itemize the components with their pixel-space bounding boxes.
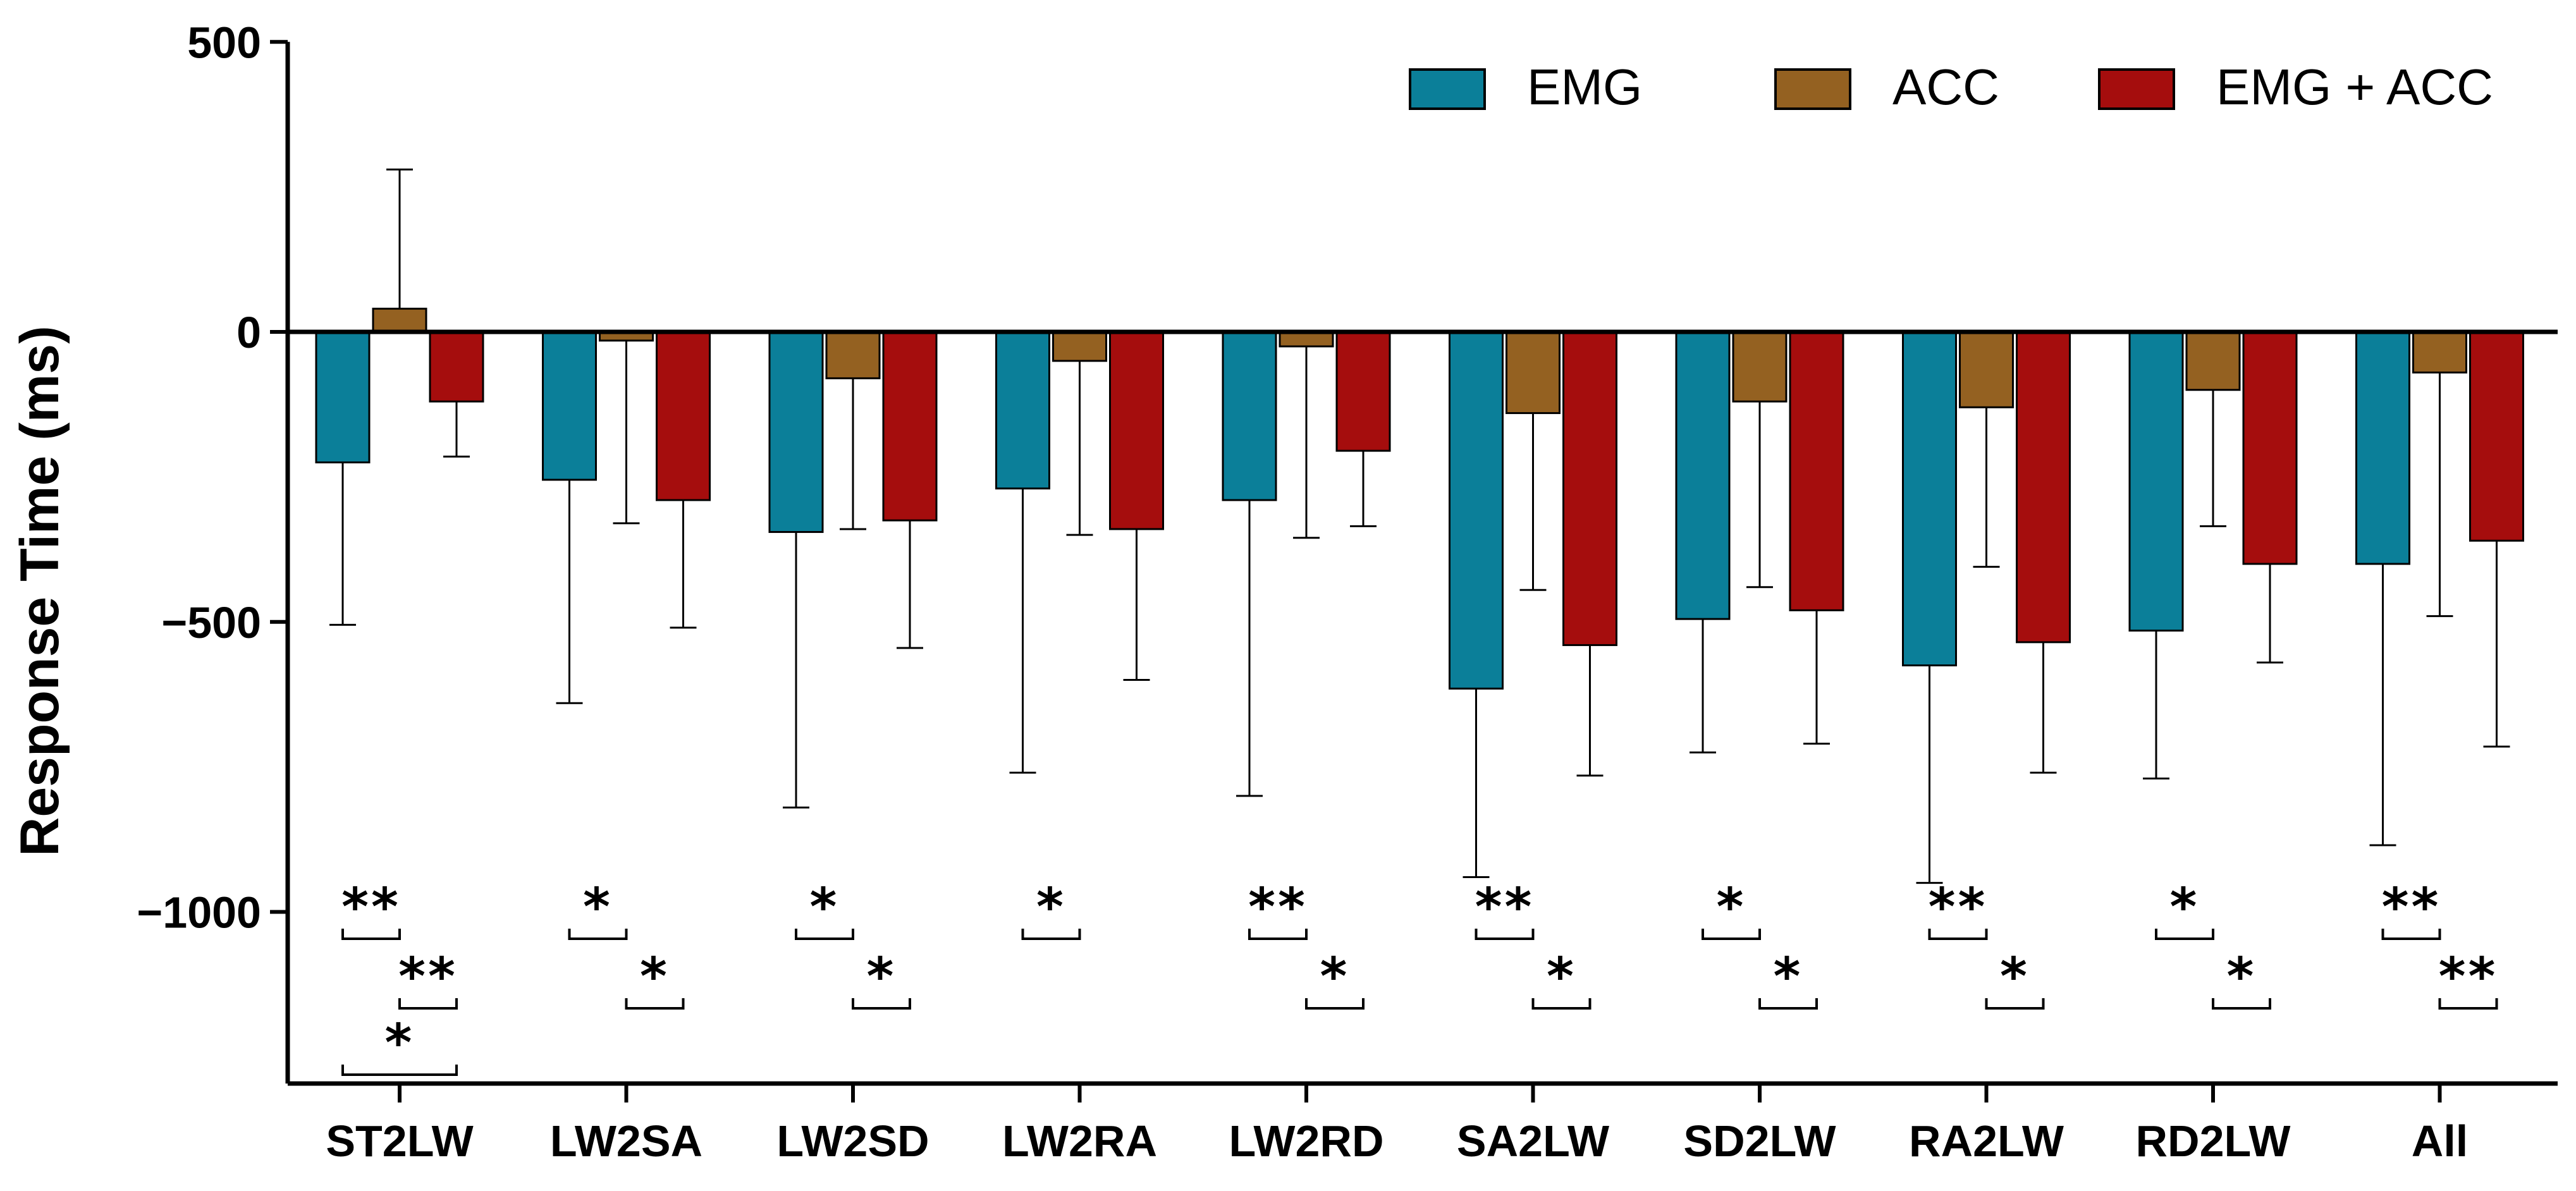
significance-bracket-st2lw [341, 929, 401, 940]
x-tick-label-lw2sa: LW2SA [550, 1116, 702, 1166]
significance-bracket-ra2lw [1985, 998, 2045, 1010]
significance-bracket-rd2lw [2155, 929, 2214, 940]
x-tick-label-lw2ra: LW2RA [1002, 1116, 1157, 1166]
bar-acc-sa2lw [1506, 331, 1561, 414]
significance-bracket-sa2lw [1531, 998, 1592, 1010]
significance-label-sa2lw: * [1547, 947, 1576, 1007]
significance-bracket-all [2381, 929, 2441, 940]
bar-acc-ra2lw [1959, 331, 2014, 408]
bar-emg-acc-rd2lw [2242, 331, 2298, 565]
significance-bracket-st2lw [398, 998, 458, 1010]
legend: EMG ACC EMG + ACC [1409, 59, 2493, 115]
bar-emg-lw2ra [995, 331, 1050, 490]
significance-label-st2lw: ** [398, 947, 458, 1007]
legend-swatch-0 [1409, 68, 1486, 110]
bar-emg-acc-lw2rd [1335, 331, 1391, 452]
legend-label-1: ACC [1892, 59, 1999, 115]
bar-acc-rd2lw [2185, 331, 2241, 391]
legend-label-0: EMG [1527, 59, 1642, 115]
significance-layer: ********** ***************** [341, 877, 2498, 1076]
bar-acc-lw2sd [825, 331, 881, 379]
bar-emg-acc-sd2lw [1789, 331, 1844, 611]
significance-label-rd2lw: * [2227, 947, 2257, 1007]
legend-swatch-1 [1774, 68, 1851, 110]
significance-label-rd2lw: * [2170, 877, 2200, 938]
significance-bracket-ra2lw [1928, 929, 1988, 940]
significance-bracket-rd2lw [2212, 998, 2271, 1010]
significance-label-lw2sd: * [867, 947, 897, 1007]
x-tick-label-st2lw: ST2LW [326, 1116, 473, 1166]
bar-emg-acc-lw2sd [882, 331, 938, 522]
significance-label-lw2sd: * [810, 877, 840, 938]
x-tick-label-lw2rd: LW2RD [1229, 1116, 1384, 1166]
significance-bracket-lw2rd [1305, 998, 1365, 1010]
significance-label-lw2sa: * [583, 877, 613, 938]
y-axis-title: Response Time (ms) [9, 326, 70, 857]
y-tick-label: 0 [236, 308, 261, 357]
bar-acc-all [2412, 331, 2467, 374]
x-tick-label-sd2lw: SD2LW [1683, 1116, 1836, 1166]
bar-emg-acc-ra2lw [2016, 331, 2071, 644]
x-tick-label-sa2lw: SA2LW [1457, 1116, 1609, 1166]
bar-emg-acc-all [2469, 331, 2524, 542]
y-tick-label: −500 [161, 598, 261, 647]
significance-label-sa2lw: ** [1475, 877, 1535, 938]
bar-emg-st2lw [315, 331, 371, 463]
bar-emg-ra2lw [1902, 331, 1957, 667]
y-tick-label: 500 [187, 18, 261, 67]
bar-emg-lw2sa [542, 331, 597, 481]
significance-bracket-sd2lw [1758, 998, 1818, 1010]
significance-label-ra2lw: ** [1929, 877, 1988, 938]
bar-emg-all [2355, 331, 2410, 565]
significance-label-lw2rd: * [1320, 947, 1350, 1007]
legend-swatch-2 [2098, 68, 2175, 110]
error-bars-layer [329, 168, 2510, 884]
significance-bracket-lw2sa [625, 998, 685, 1010]
bar-emg-lw2sd [768, 331, 824, 534]
significance-bracket-lw2rd [1248, 929, 1308, 940]
significance-bracket-lw2sd [852, 998, 911, 1010]
x-tick-label-rd2lw: RD2LW [2136, 1116, 2291, 1166]
significance-label-sd2lw: * [1717, 877, 1746, 938]
significance-bracket-lw2sd [795, 929, 854, 940]
significance-label-ra2lw: * [2000, 947, 2030, 1007]
legend-label-2: EMG + ACC [2216, 59, 2493, 115]
bar-emg-lw2rd [1222, 331, 1277, 501]
y-tick-label: −1000 [137, 888, 261, 938]
bar-acc-lw2ra [1052, 331, 1107, 362]
significance-label-lw2rd: ** [1248, 877, 1308, 938]
significance-label-sd2lw: * [1774, 947, 1803, 1007]
bar-acc-st2lw [372, 307, 427, 333]
significance-bracket-lw2sa [568, 929, 628, 940]
x-tick-label-all: All [2412, 1116, 2468, 1166]
x-tick-label-ra2lw: RA2LW [1909, 1116, 2064, 1166]
significance-bracket-all [2438, 998, 2498, 1010]
bars-layer [315, 307, 2524, 690]
bar-emg-rd2lw [2128, 331, 2184, 632]
bar-emg-acc-lw2ra [1109, 331, 1164, 530]
bar-emg-acc-st2lw [429, 331, 484, 403]
significance-label-st2lw: ** [341, 877, 401, 938]
significance-label-st2lw: * [385, 1013, 415, 1073]
axes-layer: 500 0 −500 −1000 ST2LW LW2SA LW2SD LW2RA LW2RD SA… [137, 18, 2558, 1166]
significance-label-lw2ra: * [1036, 877, 1066, 938]
x-tick-label-lw2sd: LW2SD [776, 1116, 929, 1166]
significance-bracket-st2lw [341, 1065, 458, 1076]
bar-emg-sd2lw [1675, 331, 1731, 620]
bar-emg-sa2lw [1449, 331, 1504, 690]
significance-label-lw2sa: * [640, 947, 670, 1007]
significance-bracket-lw2ra [1021, 929, 1081, 940]
bar-emg-acc-lw2sa [656, 331, 711, 501]
bar-emg-acc-sa2lw [1562, 331, 1617, 646]
bar-acc-sd2lw [1732, 331, 1788, 403]
significance-label-all: ** [2439, 947, 2498, 1007]
significance-bracket-sd2lw [1702, 929, 1761, 940]
significance-bracket-sa2lw [1475, 929, 1535, 940]
significance-label-all: ** [2382, 877, 2441, 938]
